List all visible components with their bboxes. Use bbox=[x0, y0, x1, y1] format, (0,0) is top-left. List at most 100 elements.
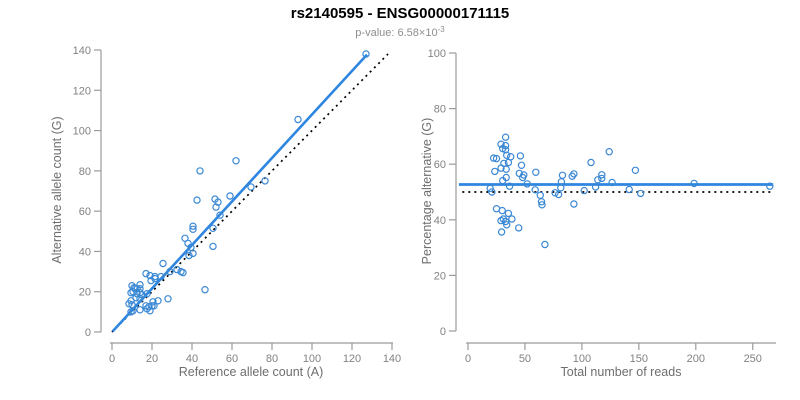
data-point bbox=[503, 221, 511, 229]
data-point bbox=[497, 228, 506, 236]
data-point bbox=[570, 200, 578, 208]
data-point bbox=[189, 222, 197, 230]
x-tick-label: 80 bbox=[266, 353, 278, 365]
data-point bbox=[212, 203, 220, 211]
y-tick-label: 60 bbox=[79, 206, 91, 218]
data-point bbox=[608, 178, 616, 187]
data-point bbox=[568, 172, 576, 180]
data-point bbox=[159, 259, 167, 268]
data-point bbox=[201, 286, 209, 294]
x-tick-label: 150 bbox=[630, 353, 648, 365]
chart-title: rs2140595 - ENSG00000171115 bbox=[290, 5, 510, 22]
data-point bbox=[507, 152, 515, 161]
y-tick-label: 80 bbox=[79, 166, 91, 178]
data-point bbox=[146, 271, 154, 280]
data-point bbox=[164, 295, 172, 303]
x-tick-label: 0 bbox=[465, 353, 471, 365]
chart-subtitle: p-value: 6.58×10-3 bbox=[0, 25, 800, 39]
data-point bbox=[591, 183, 600, 191]
data-point bbox=[541, 240, 549, 249]
data-point bbox=[502, 165, 510, 173]
x-tick-label: 50 bbox=[519, 353, 531, 365]
y-tick-label: 120 bbox=[73, 85, 91, 97]
y-tick-label: 100 bbox=[428, 48, 446, 60]
data-point bbox=[138, 291, 146, 299]
left-plot: 0 20 40 60 80 100 120 140 0 20 40 60 80 100 120 140 bbox=[73, 45, 402, 365]
data-point bbox=[502, 173, 510, 182]
data-point bbox=[631, 166, 640, 174]
y-tick-label: 20 bbox=[434, 270, 446, 282]
data-point bbox=[503, 151, 511, 159]
data-point bbox=[498, 206, 506, 215]
data-point bbox=[216, 211, 224, 219]
data-point bbox=[232, 157, 240, 165]
identity-line bbox=[111, 53, 389, 333]
data-point bbox=[491, 167, 499, 176]
data-point bbox=[143, 290, 151, 298]
y-tick-label: 100 bbox=[73, 126, 91, 138]
data-point bbox=[508, 215, 516, 223]
data-point bbox=[690, 179, 698, 188]
data-point bbox=[558, 171, 567, 179]
data-point bbox=[605, 147, 613, 156]
data-point bbox=[501, 133, 510, 141]
data-point bbox=[193, 196, 201, 204]
data-point bbox=[196, 167, 204, 175]
left-x-axis-label: Reference allele count (A) bbox=[178, 365, 324, 379]
data-point bbox=[173, 265, 181, 274]
y-tick-label: 0 bbox=[85, 327, 91, 339]
x-tick-label: 60 bbox=[226, 353, 238, 365]
data-point bbox=[179, 268, 187, 277]
data-point bbox=[501, 217, 510, 226]
data-point bbox=[531, 186, 539, 194]
y-tick-label: 80 bbox=[434, 104, 446, 116]
left-y-axis-label: Alternative allele count (G) bbox=[50, 116, 64, 264]
x-tick-label: 40 bbox=[186, 353, 198, 365]
x-tick-label: 250 bbox=[744, 353, 762, 365]
data-point bbox=[294, 115, 302, 124]
data-point bbox=[166, 267, 174, 276]
data-point bbox=[486, 184, 494, 193]
data-point bbox=[551, 189, 559, 197]
data-point bbox=[226, 192, 234, 200]
data-point bbox=[598, 174, 606, 183]
pvalue-exponent: -3 bbox=[437, 25, 445, 34]
y-tick-label: 60 bbox=[434, 159, 446, 171]
data-point bbox=[489, 154, 498, 162]
data-point bbox=[636, 189, 645, 198]
data-point bbox=[129, 288, 137, 296]
data-point bbox=[149, 298, 157, 306]
data-point bbox=[154, 297, 162, 305]
x-tick-label: 140 bbox=[383, 353, 401, 365]
data-point bbox=[520, 171, 528, 179]
data-point bbox=[538, 201, 546, 209]
data-point bbox=[185, 251, 193, 260]
data-point bbox=[497, 164, 505, 172]
data-point bbox=[523, 180, 531, 188]
data-point bbox=[189, 225, 197, 233]
data-point bbox=[151, 272, 159, 281]
data-point bbox=[554, 190, 563, 199]
x-tick-label: 100 bbox=[573, 353, 591, 365]
data-point bbox=[515, 224, 523, 232]
y-tick-label: 140 bbox=[73, 45, 91, 57]
data-point bbox=[499, 144, 507, 153]
data-point bbox=[362, 50, 370, 58]
data-point bbox=[488, 188, 496, 196]
x-tick-label: 20 bbox=[146, 353, 158, 365]
x-tick-label: 0 bbox=[109, 353, 115, 365]
data-point bbox=[142, 302, 150, 310]
data-point bbox=[209, 224, 217, 232]
right-y-axis-label: Percentage alternative (G) bbox=[420, 117, 434, 265]
data-point bbox=[189, 249, 197, 258]
data-point bbox=[136, 306, 144, 314]
data-point bbox=[142, 269, 150, 278]
data-point bbox=[209, 242, 217, 251]
data-point bbox=[625, 185, 633, 194]
y-tick-label: 40 bbox=[434, 215, 446, 227]
data-point bbox=[136, 295, 144, 303]
data-point bbox=[587, 158, 595, 167]
data-point bbox=[505, 182, 514, 190]
